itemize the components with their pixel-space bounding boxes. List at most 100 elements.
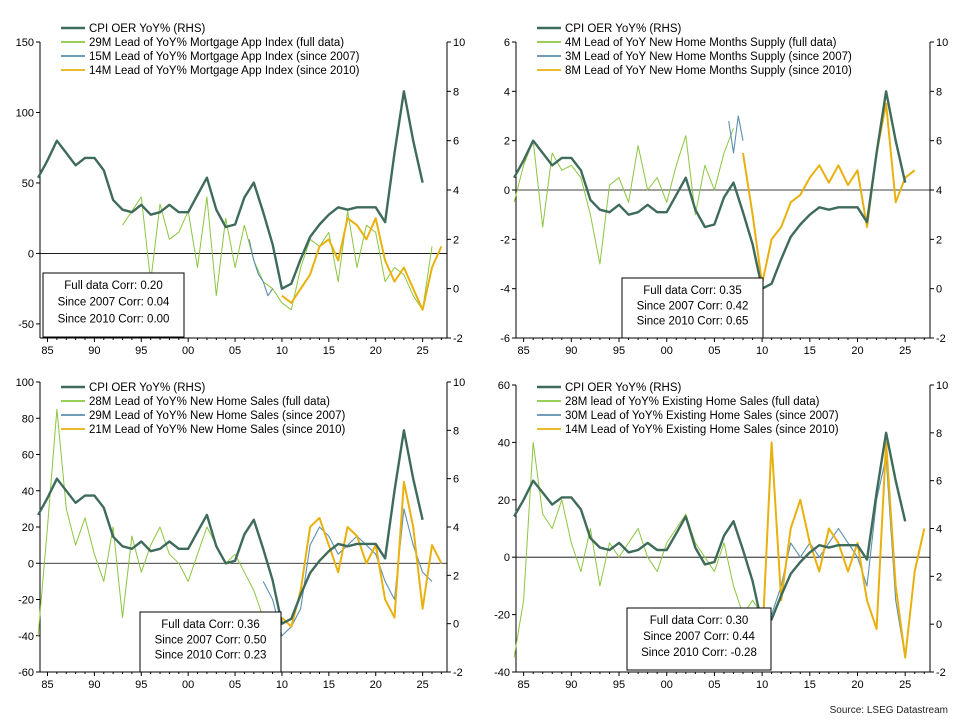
y-tick-label-right: 8 xyxy=(453,86,459,98)
x-tick-label: 00 xyxy=(182,345,194,357)
x-tick-label: 05 xyxy=(229,679,241,691)
x-tick-label: 10 xyxy=(276,679,288,691)
correlation-text: Since 2007 Corr: 0.50 xyxy=(155,634,267,646)
x-tick-label: 90 xyxy=(88,679,100,691)
legend-entry-cpi: CPI OER YoY% (RHS) xyxy=(89,23,205,35)
x-tick-label: 85 xyxy=(41,679,53,691)
y-tick-label-left: 0 xyxy=(504,552,510,564)
x-tick-label: 85 xyxy=(41,345,53,357)
correlation-text: Since 2010 Corr: -0.28 xyxy=(641,647,757,659)
x-tick-label: 05 xyxy=(229,345,241,357)
y-tick-label-right: 6 xyxy=(936,136,942,148)
x-tick-label: 25 xyxy=(899,345,911,357)
y-tick-label-left: 0 xyxy=(504,185,510,197)
y-tick-label-right: 0 xyxy=(453,284,459,296)
x-tick-label: 15 xyxy=(323,679,335,691)
y-tick-label-left: 60 xyxy=(498,380,510,392)
x-tick-label: 25 xyxy=(416,345,428,357)
x-tick-label: 90 xyxy=(565,679,577,691)
legend-entry-since2007: 15M Lead of YoY% Mortgage App Index (sin… xyxy=(89,51,360,63)
y-tick-label-right: 10 xyxy=(936,37,948,49)
series-line-cpi xyxy=(513,431,907,626)
y-tick-label-left: 60 xyxy=(22,450,34,462)
correlation-text: Since 2010 Corr: 0.23 xyxy=(155,650,267,662)
y-tick-label-right: 10 xyxy=(453,37,465,49)
y-tick-label-right: 6 xyxy=(453,474,459,486)
legend-entry-cpi: CPI OER YoY% (RHS) xyxy=(565,23,681,35)
y-tick-label-left: 2 xyxy=(504,136,510,148)
series-line-cpi xyxy=(513,90,907,290)
x-tick-label: 20 xyxy=(370,345,382,357)
x-tick-label: 95 xyxy=(135,345,147,357)
series-line-since2007 xyxy=(248,239,274,297)
y-tick-label-left: -20 xyxy=(494,610,510,622)
source-note: Source: LSEG Datastream xyxy=(829,705,948,716)
y-tick-label-left: 40 xyxy=(22,486,34,498)
correlation-box xyxy=(139,611,282,673)
correlation-text: Since 2010 Corr: 0.00 xyxy=(58,313,170,325)
y-tick-label-left: -4 xyxy=(500,284,510,296)
y-tick-label-right: 0 xyxy=(936,619,942,631)
x-tick-label: 10 xyxy=(756,345,768,357)
x-tick-label: 20 xyxy=(851,345,863,357)
y-tick-label-right: 4 xyxy=(453,185,459,197)
correlation-box xyxy=(621,277,764,339)
series-line-since2010 xyxy=(761,441,926,659)
y-tick-label-right: 4 xyxy=(936,524,942,536)
legend-entry-cpi: CPI OER YoY% (RHS) xyxy=(565,382,681,394)
y-tick-label-right: 0 xyxy=(453,619,459,631)
x-tick-label: 95 xyxy=(135,679,147,691)
correlation-box xyxy=(626,607,772,671)
y-tick-label-left: 100 xyxy=(16,107,34,119)
x-tick-label: 10 xyxy=(756,679,768,691)
y-tick-label-right: 2 xyxy=(453,234,459,246)
y-tick-label-right: 6 xyxy=(936,476,942,488)
legend-entry-since2007: 3M Lead of YoY New Home Months Supply (s… xyxy=(565,51,852,63)
y-tick-label-right: 10 xyxy=(936,380,948,392)
x-tick-label: 10 xyxy=(276,345,288,357)
legend-entry-since2007: 30M Lead of YoY% Existing Home Sales (si… xyxy=(565,410,839,422)
x-tick-label: 90 xyxy=(88,345,100,357)
series-line-since2010 xyxy=(742,102,916,285)
y-tick-label-left: 80 xyxy=(22,413,34,425)
y-tick-label-left: -2 xyxy=(500,234,510,246)
y-tick-label-right: 2 xyxy=(453,570,459,582)
x-tick-label: 00 xyxy=(661,679,673,691)
y-tick-label-left: 50 xyxy=(22,178,34,190)
x-tick-label: 90 xyxy=(565,345,577,357)
y-tick-label-right: 2 xyxy=(936,234,942,246)
correlation-text: Since 2007 Corr: 0.44 xyxy=(643,631,755,643)
x-tick-label: 00 xyxy=(182,679,194,691)
y-tick-label-right: 10 xyxy=(453,377,465,389)
y-tick-label-right: -2 xyxy=(453,333,463,345)
y-tick-label-left: 20 xyxy=(498,495,510,507)
x-tick-label: 25 xyxy=(899,679,911,691)
y-tick-label-right: 4 xyxy=(936,185,942,197)
x-tick-label: 95 xyxy=(613,345,625,357)
y-tick-label-left: 0 xyxy=(28,558,34,570)
legend-entry-since2010: 8M Lead of YoY New Home Months Supply (s… xyxy=(565,65,852,77)
legend-entry-full: 4M Lead of YoY New Home Months Supply (f… xyxy=(565,37,837,49)
x-tick-label: 15 xyxy=(804,345,816,357)
y-tick-label-right: -2 xyxy=(936,667,946,679)
y-tick-label-right: 0 xyxy=(936,284,942,296)
y-tick-label-right: 8 xyxy=(936,428,942,440)
y-tick-label-right: 6 xyxy=(453,136,459,148)
y-tick-label-left: -40 xyxy=(18,631,34,643)
legend-entry-since2010: 14M Lead of YoY% Existing Home Sales (si… xyxy=(565,424,839,436)
y-tick-label-left: -6 xyxy=(500,333,510,345)
x-tick-label: 25 xyxy=(416,679,428,691)
x-tick-label: 85 xyxy=(518,679,530,691)
legend-entry-full: 29M Lead of YoY% Mortgage App Index (ful… xyxy=(89,37,344,49)
x-tick-label: 20 xyxy=(851,679,863,691)
y-tick-label-left: 100 xyxy=(16,377,34,389)
x-tick-label: 20 xyxy=(370,679,382,691)
correlation-text: Full data Corr: 0.35 xyxy=(643,285,741,297)
y-tick-label-left: 4 xyxy=(504,86,510,98)
y-tick-label-left: -40 xyxy=(494,667,510,679)
legend-entry-since2007: 29M Lead of YoY% New Home Sales (since 2… xyxy=(89,410,346,422)
series-line-since2010 xyxy=(281,480,443,628)
y-tick-label-left: 20 xyxy=(22,522,34,534)
y-tick-label-left: 0 xyxy=(28,248,34,260)
